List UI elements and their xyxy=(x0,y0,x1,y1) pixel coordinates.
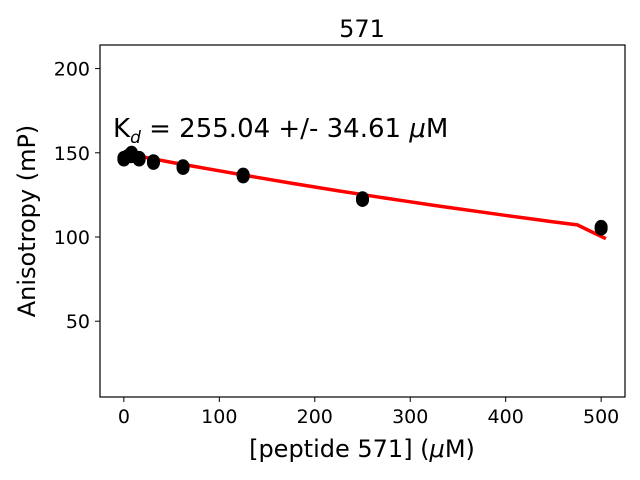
kd-unit: M xyxy=(426,114,448,144)
y-tick-label-100: 100 xyxy=(54,227,90,249)
points-layer xyxy=(117,145,608,236)
x-tick-label-400: 400 xyxy=(488,406,524,428)
data-point-10 xyxy=(176,160,190,175)
x-axis-label-suffix: M) xyxy=(445,435,475,463)
kd-subscript: d xyxy=(130,128,141,148)
plot-frame xyxy=(99,44,626,398)
data-point-12 xyxy=(236,169,250,184)
x-tick-label-100: 100 xyxy=(201,406,237,428)
x-tick-label-500: 500 xyxy=(583,406,619,428)
chart-title: 571 xyxy=(339,15,385,43)
kd-mu: μ xyxy=(408,114,426,144)
kd-value: = 255.04 +/- 34.61 xyxy=(141,114,409,144)
y-tick-label-50: 50 xyxy=(66,311,90,333)
x-axis-label-mu: μ xyxy=(429,435,445,463)
data-point-16 xyxy=(594,221,608,236)
x-tick-label-0: 0 xyxy=(118,406,130,428)
x-axis-label: [peptide 571] (μM) xyxy=(249,435,475,463)
data-point-6 xyxy=(132,152,146,167)
x-axis-label-prefix: [peptide 571] ( xyxy=(249,435,429,463)
x-tick-label-300: 300 xyxy=(392,406,428,428)
y-axis: 50 100 150 200 xyxy=(54,59,100,333)
y-tick-label-200: 200 xyxy=(54,59,90,81)
data-point-8 xyxy=(146,155,160,170)
y-tick-label-150: 150 xyxy=(54,143,90,165)
x-tick-label-200: 200 xyxy=(297,406,333,428)
kd-k: K xyxy=(113,114,131,144)
data-point-14 xyxy=(356,192,369,207)
y-axis-label: Anisotropy (mP) xyxy=(13,125,41,318)
plot-area xyxy=(99,44,626,398)
kd-annotation: Kd = 255.04 +/- 34.61 μM xyxy=(113,114,448,148)
x-axis: 0 100 200 300 400 500 xyxy=(118,397,619,428)
